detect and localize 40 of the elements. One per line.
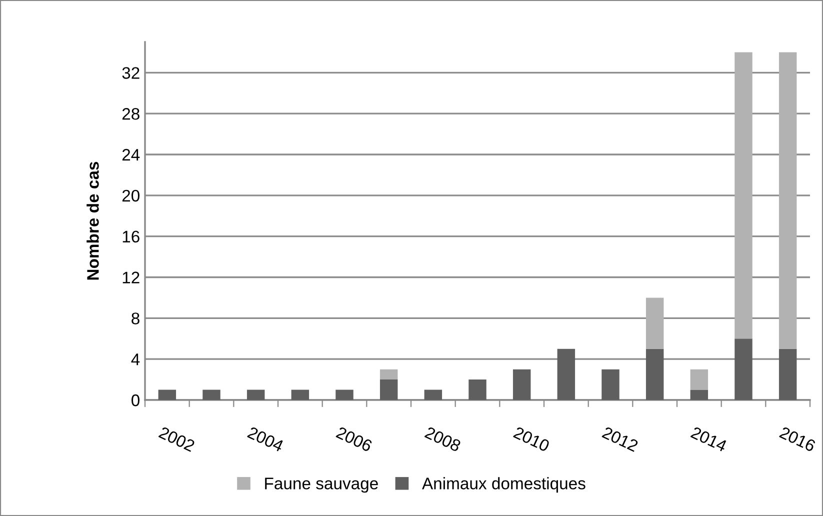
y-tick-label: 20 [122, 190, 140, 202]
bar [646, 348, 664, 400]
x-tick-label: 2006 [336, 426, 373, 452]
bar [246, 390, 265, 400]
y-tick-label: 0 [132, 394, 140, 406]
x-tick-label: 2014 [690, 426, 728, 452]
bar [380, 380, 398, 400]
y-tick-label: 28 [122, 108, 140, 120]
bar [424, 390, 442, 400]
bar [158, 390, 176, 400]
y-tick-label: 24 [122, 148, 140, 161]
bar [602, 369, 620, 400]
y-tick-label: 16 [122, 230, 140, 243]
x-tick-label: 2016 [778, 426, 816, 452]
bar [291, 390, 310, 400]
legend-label: Animaux domestiques [422, 477, 586, 493]
bar [734, 52, 752, 339]
bar [380, 369, 398, 380]
y-tick-label: 4 [131, 354, 140, 366]
bar [557, 348, 576, 400]
bar [468, 380, 486, 400]
x-tick-label: 2010 [512, 426, 550, 452]
bar [336, 390, 354, 400]
bar [202, 390, 220, 400]
legend-label: Faune sauvage [265, 478, 378, 493]
bar [690, 369, 708, 390]
y-tick-label: 8 [132, 312, 140, 324]
y-tick-label: 32 [122, 67, 140, 79]
bar [734, 338, 752, 400]
y-tick-label: 12 [122, 272, 140, 284]
bar [690, 390, 708, 400]
x-tick-label: 2004 [246, 426, 284, 452]
bar [778, 52, 797, 349]
x-tick-label: 2012 [602, 426, 639, 452]
x-tick-label: 2002 [158, 426, 196, 452]
bar [646, 298, 664, 349]
x-tick-label: 2008 [424, 426, 462, 452]
bar [778, 348, 797, 400]
bar [512, 369, 531, 400]
y-axis-title: Nombre de cas [86, 162, 99, 280]
